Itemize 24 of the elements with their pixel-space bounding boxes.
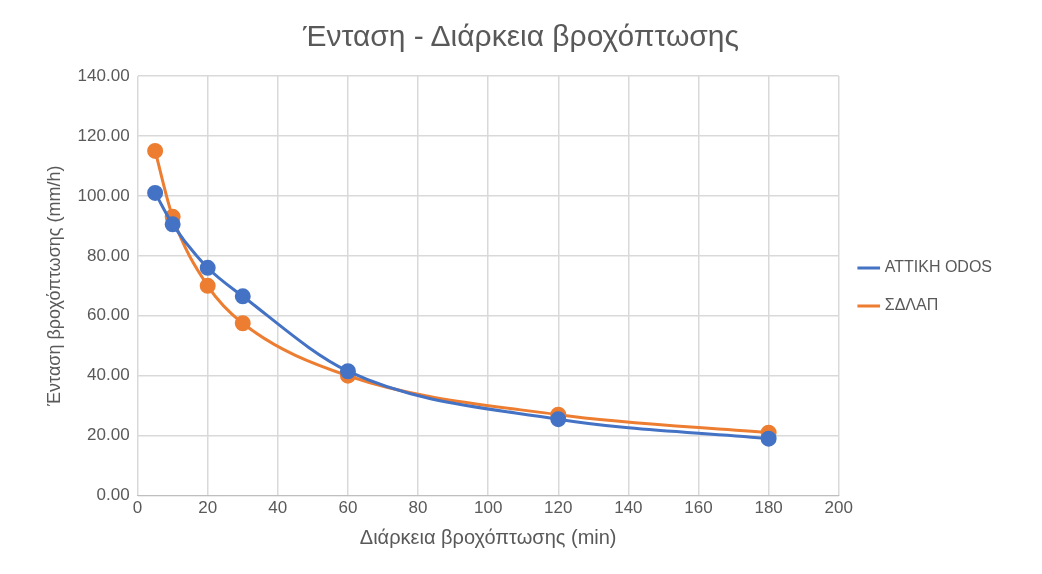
x-tick-label: 200	[824, 498, 853, 518]
y-tick-label: 40.00	[87, 365, 130, 385]
x-tick-label: 20	[198, 498, 218, 518]
y-axis-title: Ένταση βροχόπτωσης (mm/h)	[43, 165, 64, 408]
y-tick-label: 80.00	[87, 245, 130, 265]
x-axis-title: Διάρκεια βροχόπτωσης (min)	[359, 525, 617, 548]
x-tick-label: 160	[684, 498, 713, 518]
x-tick-label: 140	[614, 498, 643, 518]
x-tick-label: 100	[473, 498, 503, 518]
y-tick-label: 0.00	[96, 485, 130, 505]
x-tick-label: 0	[132, 498, 143, 518]
y-tick-label: 120.00	[77, 125, 130, 145]
y-tick-label: 100.00	[77, 185, 130, 205]
legend-label: ATTIKH ODOS	[884, 258, 992, 276]
y-tick-label: 60.00	[87, 305, 130, 325]
x-tick-label: 120	[544, 498, 573, 518]
x-tick-label: 60	[338, 498, 358, 518]
x-tick-label: 80	[408, 498, 428, 518]
legend-label: ΣΔΛΑΠ	[884, 296, 939, 314]
x-tick-label: 40	[268, 498, 288, 518]
chart-title: Ένταση - Διάρκεια βροχόπτωσης	[302, 19, 739, 53]
y-tick-label: 140.00	[77, 65, 130, 85]
y-tick-label: 20.00	[87, 425, 130, 445]
x-tick-label: 180	[754, 498, 783, 518]
